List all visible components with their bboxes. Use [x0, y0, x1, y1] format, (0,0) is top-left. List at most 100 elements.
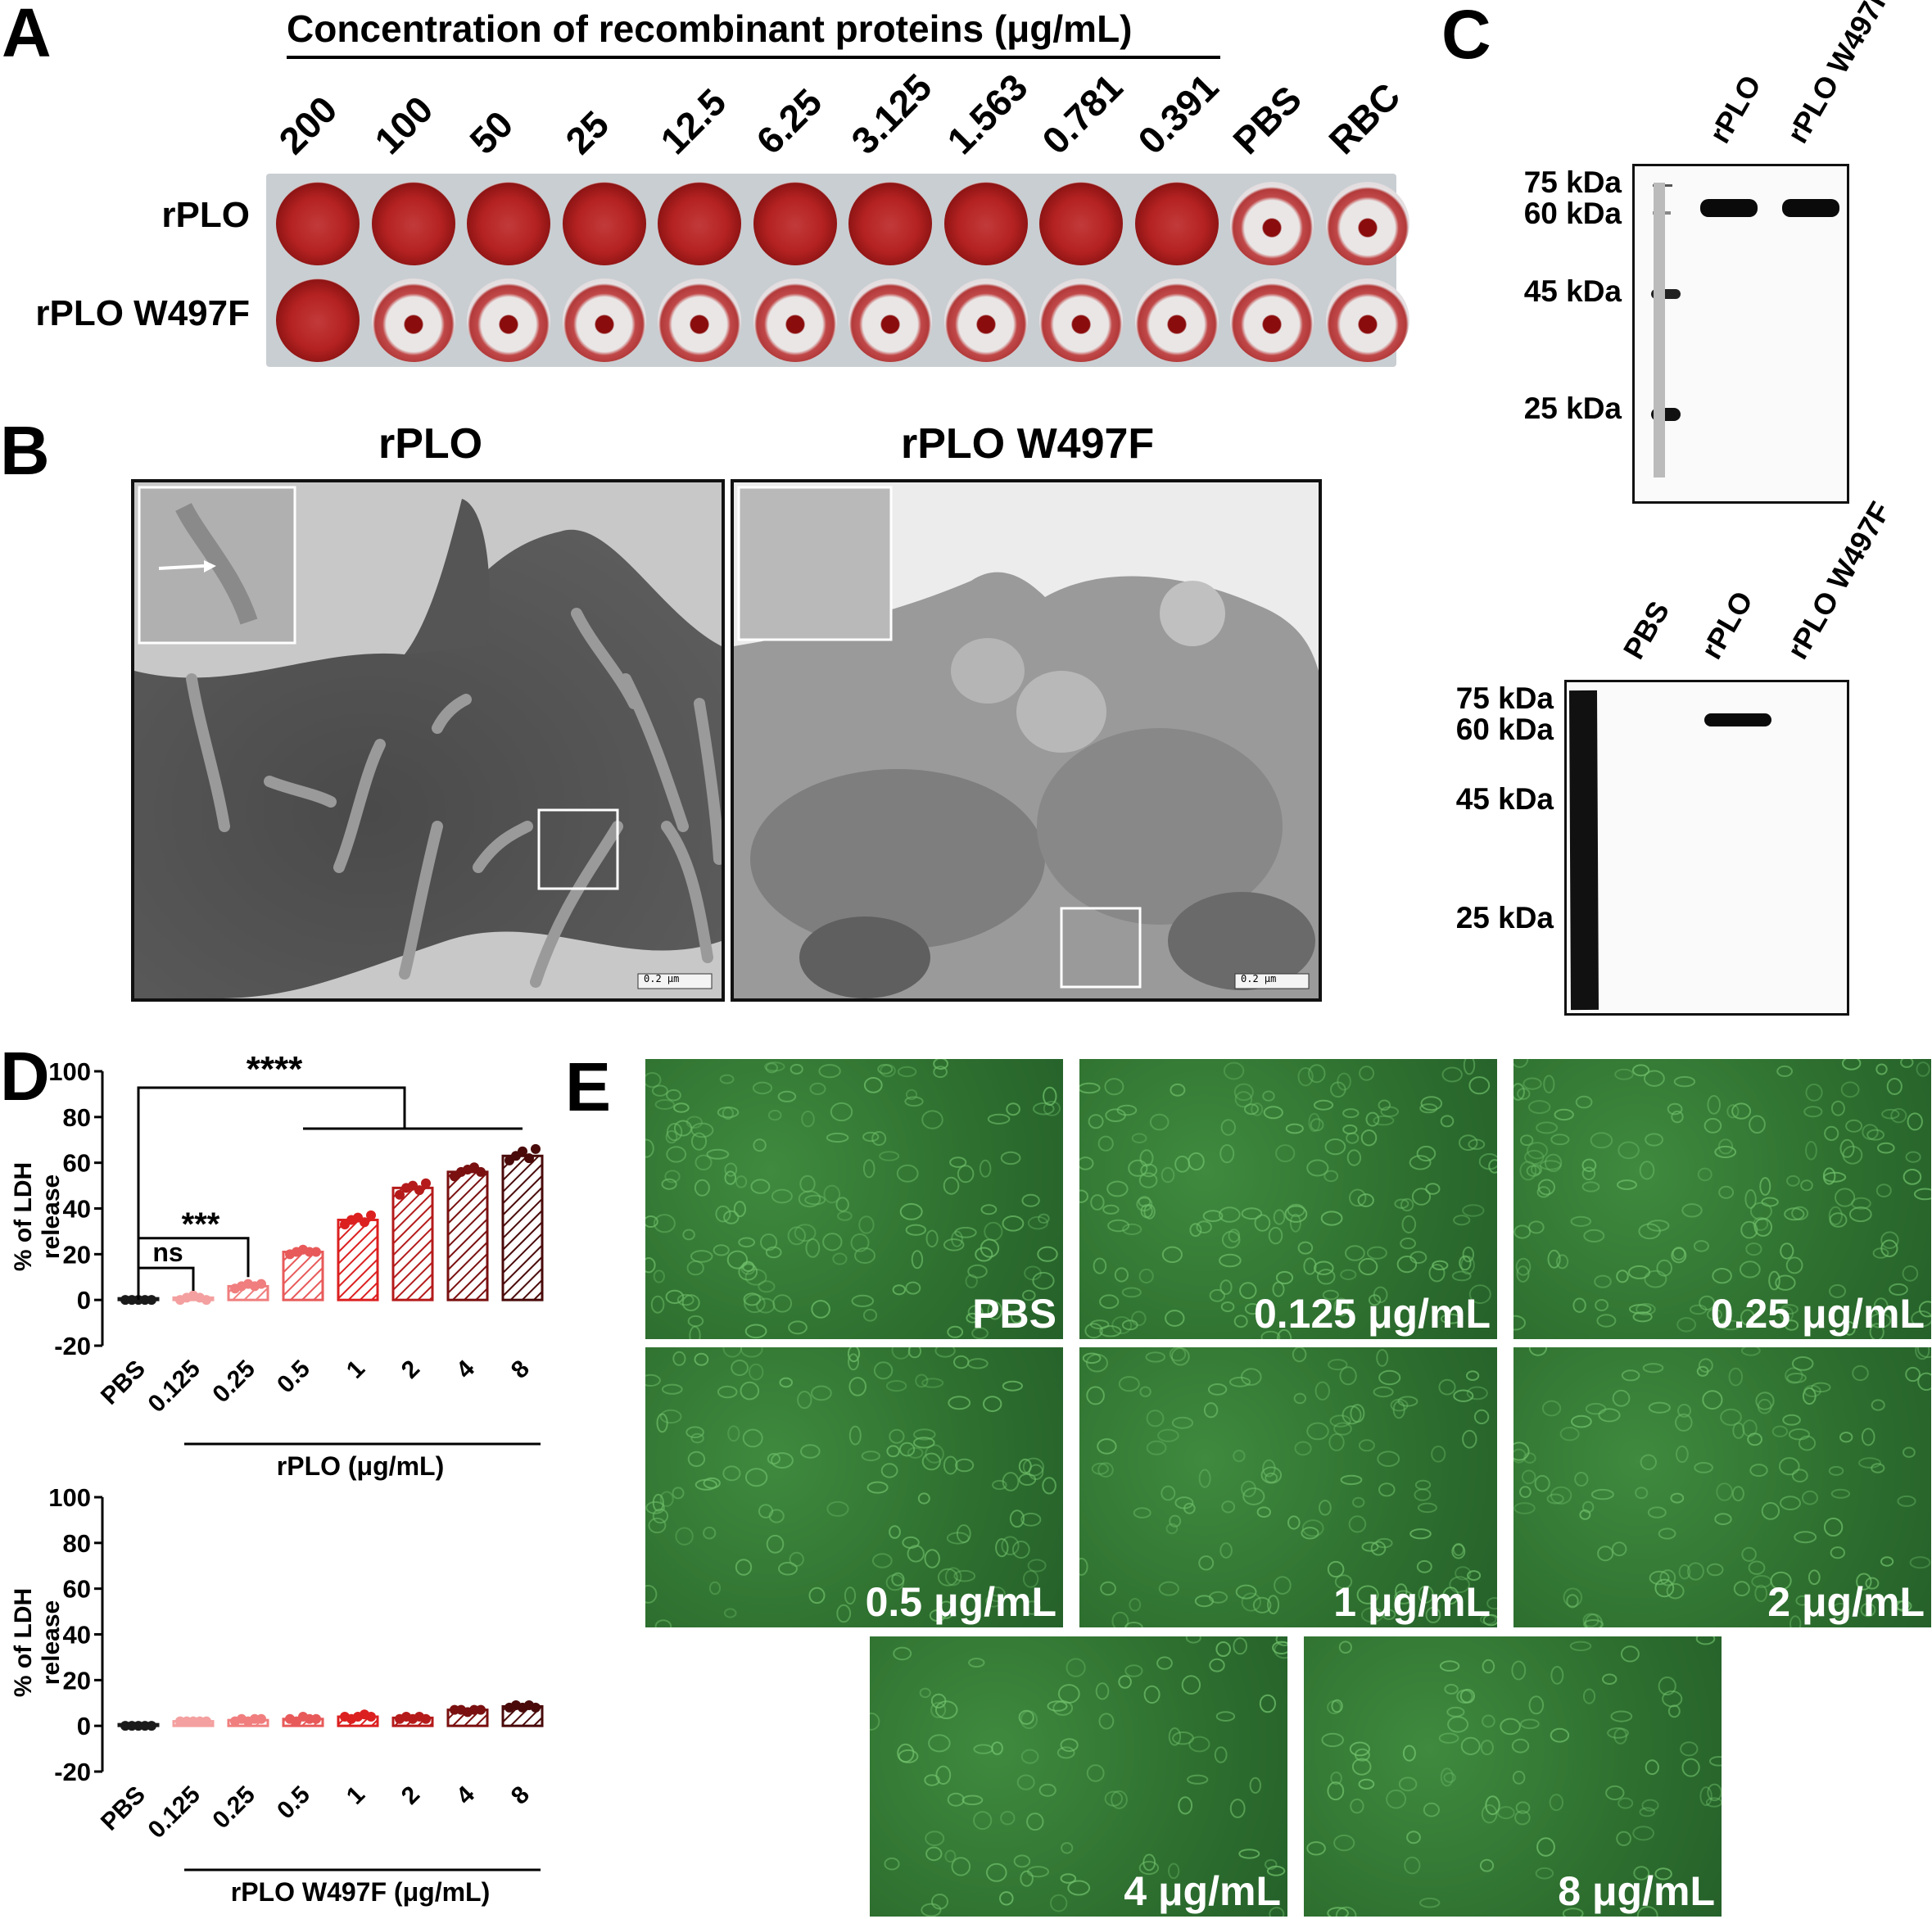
data-point [524, 1153, 534, 1164]
microscopy-image: PBS [645, 1059, 1063, 1339]
row-label-rplo: rPLO [161, 195, 250, 235]
x-tick-label: PBS [96, 1356, 151, 1410]
y-tick-label: 20 [63, 1240, 91, 1269]
data-point [421, 1178, 431, 1188]
panel-b-title-right: rPLO W497F [901, 420, 1155, 468]
microscopy-label: PBS [972, 1291, 1056, 1337]
well-intact [1134, 278, 1219, 362]
x-axis-label: rPLO W497F (μg/mL) [231, 1877, 490, 1907]
well-lysed [753, 182, 837, 265]
y-tick-label: 40 [63, 1195, 91, 1224]
x-tick-label: 0.5 [272, 1356, 315, 1399]
cell-texture [645, 1347, 1056, 1627]
column-label: 3.125 [843, 65, 940, 163]
column-label: 200 [270, 88, 346, 163]
y-tick-label: 100 [48, 1057, 91, 1086]
data-point [201, 1295, 211, 1306]
well-lysed [848, 182, 932, 265]
blot-lane-label: PBS [1616, 595, 1676, 665]
well-intact [943, 278, 1028, 362]
y-tick-label: -20 [54, 1758, 91, 1786]
data-point [395, 1189, 405, 1200]
data-point [360, 1217, 369, 1228]
blot-lane-label: rPLO [1702, 69, 1768, 149]
well-intact [1039, 278, 1123, 362]
sig-label: *** [182, 1206, 220, 1242]
microscopy-image: 0.125 μg/mL [1079, 1059, 1497, 1339]
well-lysed [562, 182, 646, 265]
kda-marker: 25 kDa [1455, 901, 1554, 935]
well-intact [371, 278, 455, 362]
kda-marker: 45 kDa [1523, 274, 1622, 308]
panel-label-e: E [565, 1048, 612, 1125]
data-point [476, 1704, 486, 1715]
well-lysed [371, 182, 455, 265]
western-blot-bottom [1564, 680, 1849, 1016]
x-tick-label: 1 [342, 1356, 370, 1384]
data-point [414, 1185, 424, 1196]
kda-marker: 60 kDa [1455, 713, 1554, 746]
well-lysed [1039, 182, 1123, 265]
data-point [366, 1210, 376, 1220]
column-label: 0.781 [1034, 65, 1131, 163]
microscopy-image: 0.25 μg/mL [1513, 1059, 1931, 1339]
microscopy-label: 0.5 μg/mL [865, 1579, 1056, 1625]
cell-texture [1513, 1347, 1931, 1627]
column-label: 50 [461, 102, 522, 163]
data-point [531, 1702, 541, 1713]
microscopy-image: 0.5 μg/mL [645, 1347, 1063, 1627]
well-lysed [658, 182, 741, 265]
y-tick-label: 80 [63, 1529, 91, 1558]
kda-marker: 75 kDa [1523, 165, 1622, 199]
sig-bracket [138, 1237, 250, 1278]
microscopy-label: 2 μg/mL [1767, 1579, 1925, 1625]
tem-image-rplo-w497f: 0.2 μm [731, 479, 1322, 1002]
well-intact [753, 278, 837, 362]
bar [501, 1154, 544, 1301]
sig-bracket [138, 1266, 195, 1291]
data-point [311, 1247, 321, 1257]
well-intact [848, 278, 932, 362]
cell-texture [1079, 1059, 1497, 1339]
panel-label-b: B [0, 412, 50, 489]
microscopy-label: 8 μg/mL [1558, 1868, 1715, 1914]
panel-a-header-underline [287, 56, 1220, 59]
blot-lane-label: rPLO W497F [1780, 0, 1898, 149]
bar [282, 1251, 324, 1301]
row-label-rplo-w497f: rPLO W497F [35, 293, 250, 333]
cell-texture [1306, 1636, 1722, 1917]
data-point [147, 1295, 156, 1306]
bar [446, 1170, 489, 1301]
data-point [531, 1143, 541, 1154]
x-tick-label: 2 [396, 1781, 425, 1810]
kda-marker: 60 kDa [1523, 197, 1622, 230]
sig-label: **** [247, 1057, 303, 1089]
data-point [476, 1166, 486, 1177]
x-tick-label: 0.5 [272, 1781, 315, 1825]
data-point [421, 1713, 431, 1724]
column-label: 1.563 [938, 65, 1036, 163]
well-lysed [1134, 182, 1219, 265]
well-intact [1325, 278, 1409, 362]
well-intact [1230, 182, 1314, 265]
column-label: 0.391 [1129, 65, 1227, 163]
y-tick-label: 0 [77, 1712, 91, 1740]
microscopy-image: 4 μg/mL [870, 1636, 1287, 1917]
x-tick-label: 1 [342, 1781, 370, 1810]
y-tick-label: 80 [63, 1103, 91, 1132]
x-axis-label: rPLO (μg/mL) [277, 1451, 444, 1481]
bar [337, 1218, 379, 1301]
y-tick-label: 20 [63, 1666, 91, 1695]
data-point [311, 1713, 321, 1724]
western-blot-top [1632, 164, 1849, 504]
y-tick-label: 100 [48, 1483, 91, 1512]
x-tick-label: 0.125 [143, 1356, 206, 1418]
column-label: 12.5 [652, 80, 735, 163]
x-tick-label: PBS [96, 1781, 151, 1836]
data-point [201, 1716, 211, 1727]
column-label: RBC [1319, 74, 1409, 163]
y-axis-label: % of LDHrelease [10, 1162, 65, 1271]
well-intact [658, 278, 741, 362]
sig-label: ns [152, 1238, 183, 1267]
column-label: 25 [556, 102, 617, 163]
